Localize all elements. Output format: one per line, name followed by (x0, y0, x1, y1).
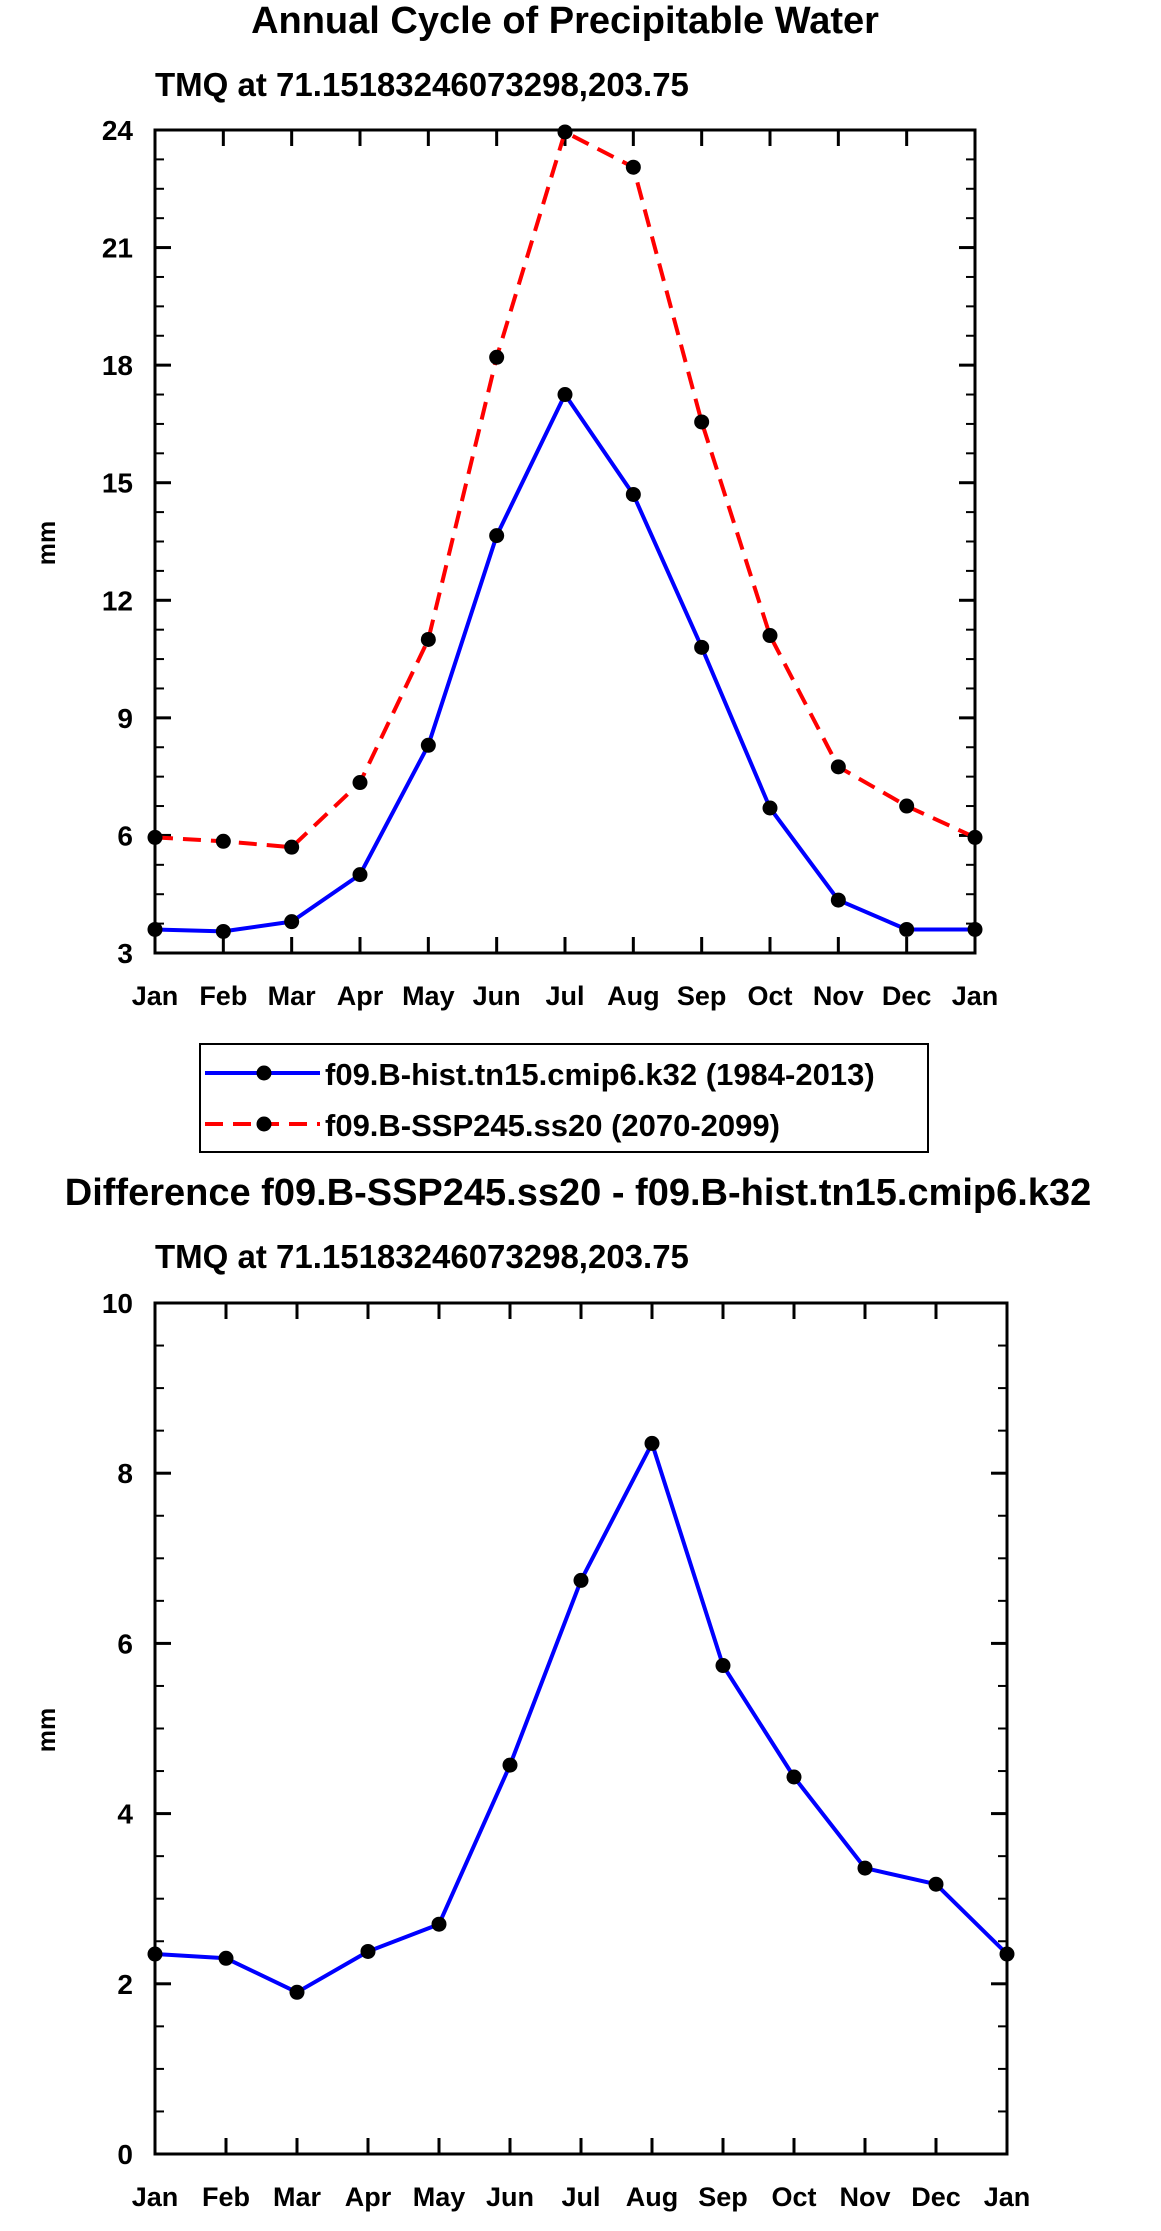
data-point-0-0-10 (830, 892, 846, 908)
data-point-0-1-3 (352, 775, 368, 791)
data-point-1-0-12 (999, 1946, 1015, 1962)
data-point-1-0-9 (786, 1769, 802, 1785)
y-tick-label: 4 (117, 1799, 133, 1830)
data-point-1-0-1 (218, 1950, 234, 1966)
chart1-ylabel: mm (33, 521, 61, 565)
data-point-1-0-7 (644, 1435, 660, 1451)
data-point-1-0-8 (715, 1658, 731, 1674)
x-tick-label: Jul (561, 2182, 600, 2212)
data-point-0-0-6 (557, 387, 573, 403)
data-point-1-0-4 (431, 1916, 447, 1932)
x-tick-label: Feb (199, 981, 247, 1011)
data-point-0-1-0 (147, 829, 163, 845)
x-tick-label: Sep (698, 2182, 748, 2212)
data-point-0-1-8 (694, 414, 710, 430)
x-tick-label: Apr (345, 2182, 392, 2212)
x-tick-label: Jan (984, 2182, 1031, 2212)
legend-marker-hist (256, 1065, 272, 1081)
chart1-legend: f09.B-hist.tn15.cmip6.k32 (1984-2013) f0… (199, 1043, 929, 1153)
y-tick-label: 9 (117, 703, 133, 734)
x-tick-label: Aug (626, 2182, 678, 2212)
x-tick-label: Oct (771, 2182, 816, 2212)
x-tick-label: Mar (268, 981, 317, 1011)
data-point-0-0-8 (694, 639, 710, 655)
x-tick-label: Dec (882, 981, 932, 1011)
x-tick-label: Jul (545, 981, 584, 1011)
x-tick-label: Sep (677, 981, 727, 1011)
data-point-1-0-11 (928, 1876, 944, 1892)
data-point-0-1-12 (967, 829, 983, 845)
data-point-1-0-10 (857, 1860, 873, 1876)
data-point-0-1-11 (899, 798, 915, 814)
data-point-0-0-5 (489, 528, 505, 544)
legend-marker-ssp (256, 1116, 272, 1132)
x-tick-label: Jan (132, 2182, 179, 2212)
series-line-0-0 (154, 392, 975, 934)
chart1-plot: 3 6 9 12 15 18 21 24 Jan Feb Mar Apr May Jun Jul Aug Sep… (102, 115, 998, 1011)
data-point-0-0-11 (899, 921, 915, 937)
y-tick-label: 15 (102, 468, 133, 499)
y-tick-label: 18 (102, 350, 133, 381)
x-tick-label: Jun (486, 2182, 534, 2212)
legend-box (199, 1043, 929, 1153)
y-tick-label: 3 (117, 938, 133, 969)
data-point-0-0-1 (215, 923, 231, 939)
x-tick-label: Feb (202, 2182, 250, 2212)
data-point-1-0-3 (360, 1943, 376, 1959)
chart2-subtitle: TMQ at 71.15183246073298,203.75 (155, 1238, 689, 1275)
data-point-0-0-4 (420, 737, 436, 753)
x-tick-label: Jan (132, 981, 179, 1011)
data-point-0-1-6 (557, 124, 573, 140)
series-line-1-0 (154, 1441, 1009, 1995)
x-tick-label: Dec (911, 2182, 961, 2212)
x-tick-label: Jun (473, 981, 521, 1011)
x-tick-label: Jan (952, 981, 999, 1011)
y-tick-label: 24 (102, 115, 134, 146)
series-line-0-1 (154, 130, 976, 850)
chart2-title: Difference f09.B-SSP245.ss20 - f09.B-his… (65, 1172, 1091, 1214)
plot-frame (153, 128, 977, 955)
data-point-0-1-2 (284, 839, 300, 855)
y-tick-label: 6 (117, 820, 133, 851)
x-tick-label: Aug (607, 981, 659, 1011)
chart1-title: Annual Cycle of Precipitable Water (251, 0, 879, 42)
data-point-0-0-9 (762, 800, 778, 816)
plot-frame (153, 1301, 1009, 2156)
data-point-0-0-0 (147, 921, 163, 937)
data-point-0-0-2 (284, 914, 300, 930)
data-point-0-1-7 (625, 159, 641, 175)
data-point-1-0-0 (147, 1946, 163, 1962)
x-tick-label: Mar (273, 2182, 322, 2212)
x-tick-label: May (402, 981, 455, 1011)
data-point-0-1-1 (215, 833, 231, 849)
chart2-ylabel: mm (33, 1708, 61, 1752)
y-tick-label: 21 (102, 233, 133, 264)
data-point-0-1-10 (830, 759, 846, 775)
data-point-1-0-6 (573, 1572, 589, 1588)
x-tick-label: Nov (813, 981, 864, 1011)
data-point-0-0-3 (352, 867, 368, 883)
data-point-1-0-5 (502, 1757, 518, 1773)
data-point-0-0-7 (625, 486, 641, 502)
x-tick-label: Nov (839, 2182, 890, 2212)
y-tick-label: 8 (117, 1458, 133, 1489)
chart1-subtitle: TMQ at 71.15183246073298,203.75 (155, 66, 689, 103)
chart2-plot: 0 2 4 6 8 10 Jan Feb Mar Apr May Jun Jul Aug Sep Oct Nov… (102, 1288, 1030, 2212)
data-point-0-1-5 (489, 349, 505, 365)
legend-label-hist: f09.B-hist.tn15.cmip6.k32 (1984-2013) (325, 1057, 875, 1092)
y-tick-label: 10 (102, 1288, 133, 1319)
data-point-0-1-4 (420, 631, 436, 647)
y-tick-label: 0 (117, 2139, 133, 2170)
data-point-1-0-2 (289, 1984, 305, 2000)
y-tick-label: 2 (117, 1969, 133, 2000)
x-tick-label: Oct (747, 981, 792, 1011)
data-point-0-0-12 (967, 921, 983, 937)
legend-label-ssp: f09.B-SSP245.ss20 (2070-2099) (325, 1108, 780, 1143)
data-point-0-1-9 (762, 628, 778, 644)
y-tick-label: 12 (102, 585, 133, 616)
x-tick-label: May (413, 2182, 466, 2212)
x-tick-label: Apr (337, 981, 384, 1011)
y-tick-label: 6 (117, 1628, 133, 1659)
